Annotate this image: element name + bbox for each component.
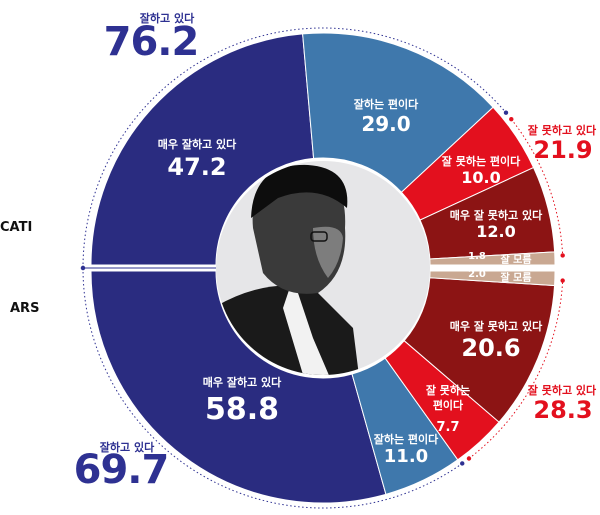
guide-top-positive bbox=[82, 27, 507, 269]
ars-dk-label: 잘 모름 bbox=[500, 273, 532, 284]
ars-bad-value: 7.7 bbox=[436, 420, 460, 435]
portrait-shirt bbox=[283, 278, 343, 375]
ring-label-cati: CATI bbox=[0, 220, 33, 235]
cati-very-good-label: 매우 잘하고 있다 bbox=[157, 138, 237, 151]
guide-top-negative-endpoint-2 bbox=[560, 253, 565, 258]
cati-good-label: 잘하는 편이다 bbox=[353, 98, 419, 111]
ars-good-value: 11.0 bbox=[383, 446, 429, 467]
bottom-positive-total-label: 잘하고 있다 bbox=[99, 441, 155, 454]
guide-bottom-positive-endpoint-1 bbox=[80, 265, 86, 271]
top-negative-total-value: 21.9 bbox=[533, 136, 593, 164]
guide-top-negative bbox=[510, 118, 564, 256]
cati-very-bad-value: 12.0 bbox=[476, 222, 516, 241]
cati-dk-label: 잘 모름 bbox=[500, 255, 532, 266]
ars-very-bad-label: 매우 잘 못하고 있다 bbox=[449, 320, 543, 333]
top-negative-total-label: 잘 못하고 있다 bbox=[527, 124, 597, 137]
cati-good-value: 29.0 bbox=[361, 112, 411, 136]
ars-good-label: 잘하는 편이다 bbox=[373, 433, 439, 446]
ars-very-good-label: 매우 잘하고 있다 bbox=[202, 376, 282, 389]
guide-bottom-positive-endpoint-2 bbox=[460, 461, 465, 466]
cati-very-good-value: 47.2 bbox=[167, 153, 227, 181]
ars-bad-label-2: 편이다 bbox=[432, 399, 464, 412]
guide-top-negative-endpoint-1 bbox=[509, 116, 514, 122]
ars-slice-5 bbox=[429, 270, 556, 287]
portrait-hair bbox=[251, 164, 348, 218]
portrait-face-highlight bbox=[313, 226, 343, 278]
cati-dk-value: 1.8 bbox=[468, 251, 486, 262]
chart-slices bbox=[90, 32, 556, 504]
cati-bad-value: 10.0 bbox=[461, 168, 501, 187]
top-positive-total-value: 76.2 bbox=[103, 19, 200, 65]
bottom-negative-total-value: 28.3 bbox=[533, 396, 593, 424]
cati-very-bad-label: 매우 잘 못하고 있다 bbox=[449, 209, 543, 222]
guide-bottom-negative-endpoint-1 bbox=[466, 456, 472, 461]
cati-slice-5 bbox=[429, 251, 556, 266]
guide-bottom-negative-endpoint-2 bbox=[560, 278, 565, 283]
ars-bad-label-1: 잘 못하는 bbox=[425, 384, 471, 397]
ars-slice-1 bbox=[90, 270, 387, 504]
portrait-glasses bbox=[310, 231, 328, 242]
top-positive-total-label: 잘하고 있다 bbox=[139, 12, 195, 25]
guide-bottom-negative bbox=[468, 280, 564, 459]
cati-slice-1 bbox=[90, 33, 315, 266]
bottom-negative-total-label: 잘 못하고 있다 bbox=[527, 384, 597, 397]
ars-very-bad-value: 20.6 bbox=[461, 334, 521, 362]
portrait-figure bbox=[216, 164, 363, 375]
portrait-illustration bbox=[216, 161, 430, 375]
ars-dk-value: 2.0 bbox=[468, 269, 486, 280]
portrait-body bbox=[216, 285, 363, 375]
guide-top-positive-endpoint-2 bbox=[503, 110, 509, 115]
cati-slice-2 bbox=[302, 32, 494, 193]
cati-bad-label: 잘 못하는 편이다 bbox=[441, 155, 521, 168]
ring-label-ars: ARS bbox=[10, 301, 40, 316]
bottom-positive-total-value: 69.7 bbox=[73, 447, 170, 493]
ars-very-good-value: 58.8 bbox=[204, 392, 280, 427]
guide-arcs bbox=[80, 27, 565, 509]
